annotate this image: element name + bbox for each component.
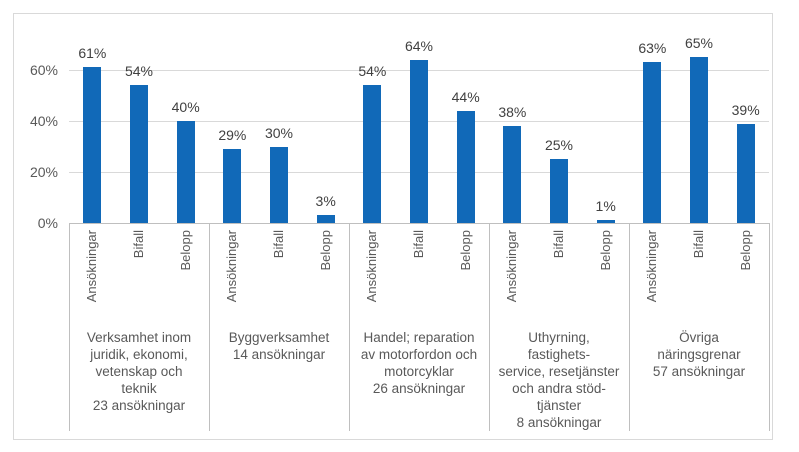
category-divider <box>209 223 210 431</box>
sub-category-label: Ansökningar <box>504 230 520 303</box>
bar-value-label: 38% <box>498 104 527 121</box>
sub-category-label: Ansökningar <box>224 230 240 303</box>
sub-category-label: Bifall <box>411 230 426 259</box>
bar-ansökningar <box>503 126 522 223</box>
group-label: Handel; reparation av motorfordon och mo… <box>360 330 478 396</box>
bar-belopp <box>316 215 335 223</box>
sub-category-label: Belopp <box>457 230 473 271</box>
group-label: Uthyrning, fastighets- service, resetjän… <box>498 330 620 430</box>
chart-frame: 0% 20% 40% 60% 61% Ansökningar 54% Bifall 40% Bel… <box>13 13 773 440</box>
sub-category-label: Ansökningar <box>84 230 100 303</box>
category-divider <box>629 223 630 431</box>
sub-category-label: Belopp <box>597 230 613 271</box>
bar-value-label: 40% <box>171 99 200 115</box>
sub-category-label: Belopp <box>177 230 193 271</box>
bar-value-label: 30% <box>264 124 294 141</box>
sub-category-label: Bifall <box>271 230 286 259</box>
y-axis-tick-label: 60% <box>29 62 58 78</box>
group-label: Byggverksamhet 14 ansökningar <box>228 330 330 362</box>
bar-belopp <box>736 123 755 223</box>
bar-bifall <box>550 159 568 223</box>
sub-category-label: Belopp <box>737 230 753 271</box>
sub-category-label: Ansökningar <box>364 230 380 303</box>
bar-value-label: 3% <box>315 193 336 210</box>
bar-bifall <box>410 59 428 223</box>
bar-value-label: 64% <box>404 37 434 54</box>
group-label: Övriga näringsgrenar 57 ansökningar <box>652 330 746 379</box>
y-axis-tick-label: 20% <box>29 164 58 180</box>
bar-bifall <box>690 57 708 223</box>
bar-value-label: 44% <box>451 88 480 105</box>
bar-ansökningar <box>223 149 242 223</box>
bar-ansökningar <box>83 67 102 223</box>
bar-belopp <box>456 110 475 223</box>
bar-ansökningar <box>643 62 662 223</box>
bar-belopp <box>176 121 195 223</box>
bar-value-label: 1% <box>595 198 616 215</box>
bar-value-label: 61% <box>78 45 107 62</box>
bar-value-label: 63% <box>638 40 667 57</box>
bar-value-label: 54% <box>358 63 387 80</box>
bar-value-label: 65% <box>684 35 714 52</box>
plot-area: 0% 20% 40% 60% 61% Ansökningar 54% Bifall 40% Bel… <box>14 14 772 439</box>
y-axis-tick-label: 0% <box>37 215 58 231</box>
sub-category-label: Ansökningar <box>644 230 660 303</box>
sub-category-label: Belopp <box>317 230 333 271</box>
bar-bifall <box>130 85 148 223</box>
bar-value-label: 29% <box>218 127 247 144</box>
sub-category-label: Bifall <box>551 230 566 259</box>
category-divider <box>769 223 770 431</box>
y-axis-tick-label: 40% <box>29 113 58 129</box>
category-divider <box>69 223 70 431</box>
bar-value-label: 25% <box>544 137 574 154</box>
bar-belopp <box>596 220 615 223</box>
category-divider <box>489 223 490 431</box>
sub-category-label: Bifall <box>691 230 706 259</box>
category-divider <box>349 223 350 431</box>
bar-value-label: 39% <box>731 101 760 118</box>
bar-ansökningar <box>363 85 382 223</box>
bar-bifall <box>270 146 288 223</box>
sub-category-label: Bifall <box>131 230 146 259</box>
x-axis-line <box>69 223 769 224</box>
bar-value-label: 54% <box>124 63 154 80</box>
group-label: Verksamhet inom juridik, ekonomi, vetens… <box>86 330 192 413</box>
